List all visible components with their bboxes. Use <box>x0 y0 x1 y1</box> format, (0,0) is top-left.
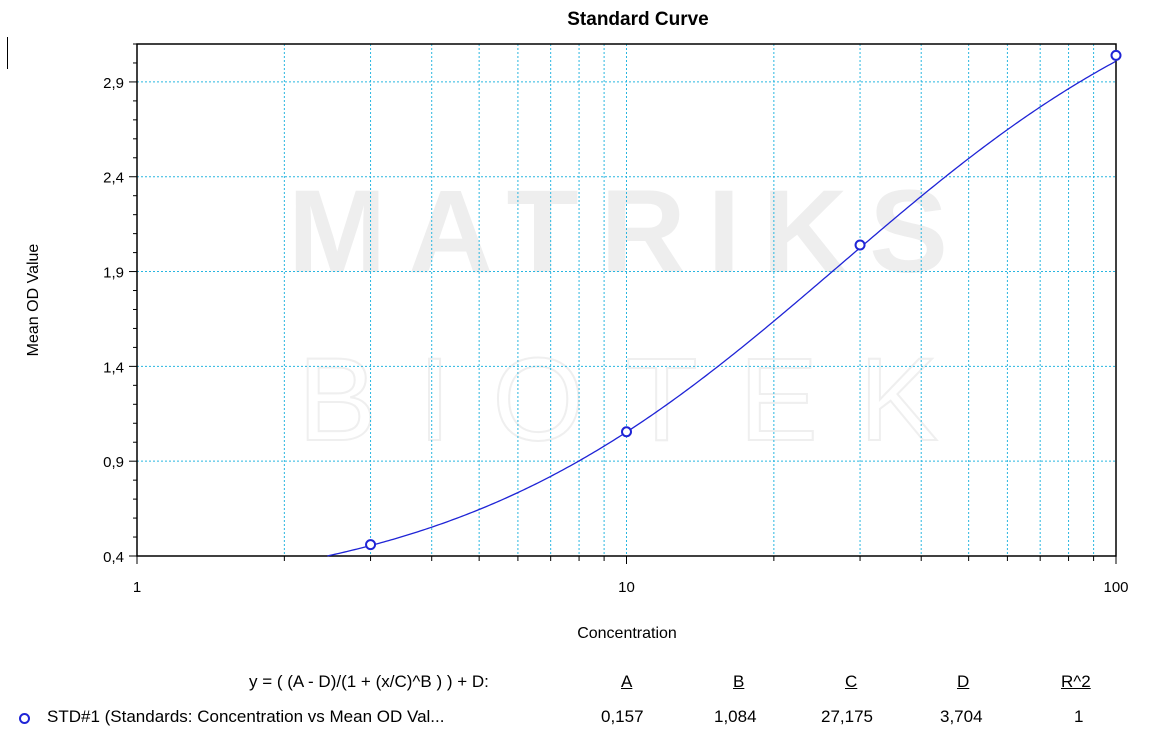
watermark-text-top: MATRIKS <box>288 166 948 298</box>
chart-title: Standard Curve <box>567 9 708 30</box>
series-marker-icon <box>19 713 30 724</box>
data-points <box>365 49 1122 551</box>
standard-curve-chart: MATRIKS BIOTEK 1 10 100 0,4 0,9 1,4 1,9 2,4 2,9 S… <box>25 9 1129 642</box>
fit-header-a: A <box>621 672 633 691</box>
fit-header-row: y = ( (A - D)/(1 + (x/C)^B ) ) + D: A B … <box>0 672 1157 696</box>
x-tick-label: 100 <box>1103 579 1128 596</box>
y-tick-label: 2,4 <box>103 170 124 187</box>
data-point <box>365 539 377 551</box>
window-edge-mark <box>7 37 8 69</box>
data-point <box>854 239 866 251</box>
fit-header-b: B <box>733 672 745 691</box>
axis-ticks <box>129 43 1117 564</box>
fit-header-r2: R^2 <box>1061 672 1091 691</box>
y-tick-label: 1,4 <box>103 359 124 376</box>
y-axis-label: Mean OD Value <box>25 244 42 357</box>
fit-value-a: 0,157 <box>601 707 644 726</box>
y-tick-label: 0,4 <box>103 549 124 566</box>
fit-value-c: 27,175 <box>821 707 873 726</box>
fit-header-d: D <box>957 672 970 691</box>
fit-header-c: C <box>845 672 858 691</box>
grid <box>137 44 1116 556</box>
data-point <box>621 426 632 438</box>
fit-equation: y = ( (A - D)/(1 + (x/C)^B ) ) + D: <box>249 672 489 691</box>
fit-value-b: 1,084 <box>714 707 757 726</box>
data-point <box>1110 49 1122 61</box>
y-tick-label: 0,9 <box>103 454 124 471</box>
fit-curve <box>327 60 1116 557</box>
fit-value-r2: 1 <box>1074 707 1084 726</box>
watermark: MATRIKS BIOTEK <box>288 166 948 467</box>
fit-data-row[interactable]: STD#1 (Standards: Concentration vs Mean … <box>0 707 1157 731</box>
fit-curve-layer <box>327 60 1116 557</box>
series-label: STD#1 (Standards: Concentration vs Mean … <box>47 707 445 726</box>
y-tick-label: 2,9 <box>103 75 124 92</box>
x-tick-label: 10 <box>618 579 635 596</box>
x-tick-label: 1 <box>133 579 141 596</box>
x-axis-label: Concentration <box>577 625 677 642</box>
watermark-text-bottom: BIOTEK <box>298 334 938 466</box>
tick-labels: 1 10 100 0,4 0,9 1,4 1,9 2,4 2,9 <box>103 75 1128 596</box>
y-tick-label: 1,9 <box>103 265 124 282</box>
fit-value-d: 3,704 <box>940 707 983 726</box>
